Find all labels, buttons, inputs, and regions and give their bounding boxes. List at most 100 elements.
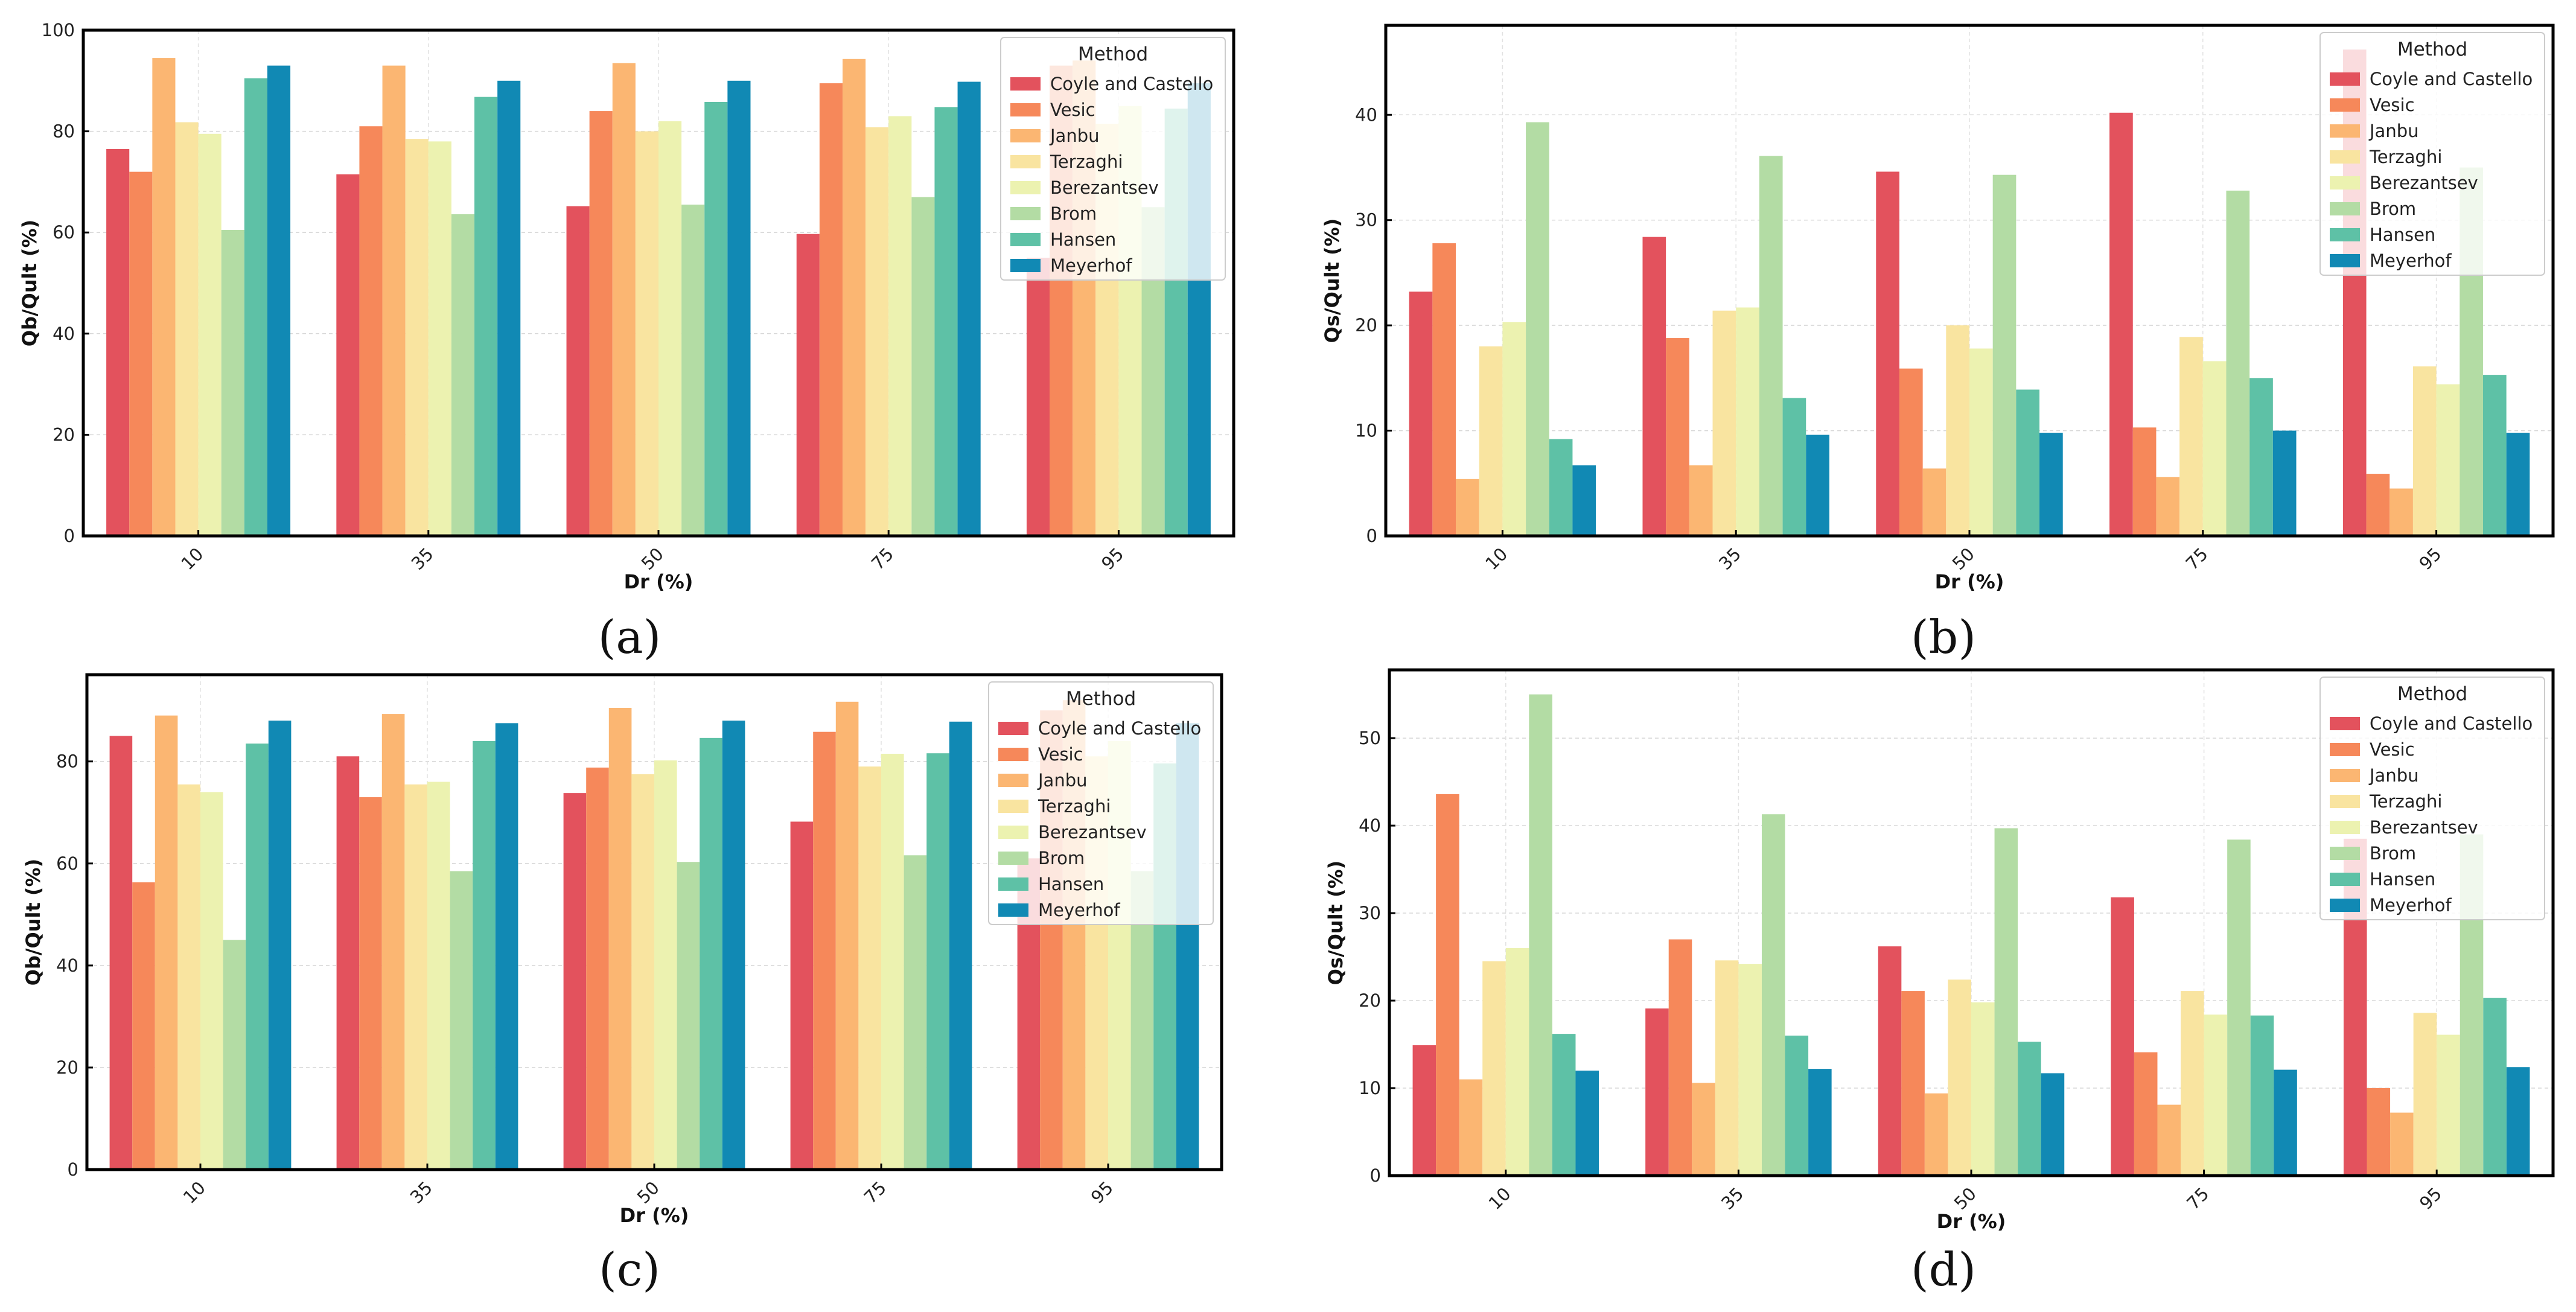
panel-c-legend-label-janbu: Janbu [1037, 770, 1088, 791]
panel-c-legend-swatch-vesic [998, 748, 1028, 761]
panel-c-bar-berezantsev-35 [427, 782, 450, 1170]
panel-b-legend-label-janbu: Janbu [2368, 121, 2419, 141]
panel-b-bar-brom-75 [2226, 190, 2250, 536]
panel-c-legend-label-hansen: Hansen [1038, 874, 1104, 894]
panel-a-legend-swatch-vesic [1010, 103, 1041, 116]
panel-a-bar-vesic-35 [359, 126, 383, 537]
panel-a-bar-brom-75 [911, 197, 935, 536]
panel-a-bar-brom-35 [451, 214, 475, 537]
panel-d-bar-berezantsev-50 [1971, 1002, 1995, 1176]
panel-b-legend-label-coyle-and-castello: Coyle and Castello [2370, 69, 2533, 89]
panel-d-bar-vesic-95 [2367, 1088, 2391, 1176]
panel-c-bar-meyerhof-50 [722, 721, 745, 1170]
panel-b-bar-hansen-35 [1782, 398, 1806, 536]
panel-d-bar-berezantsev-95 [2437, 1034, 2460, 1176]
panel-b-bar-meyerhof-95 [2506, 433, 2530, 536]
panel-b-bar-vesic-95 [2366, 474, 2390, 536]
panel-d-bar-coyle-and-castello-75 [2111, 897, 2134, 1176]
panel-d-bar-terzaghi-35 [1715, 960, 1739, 1176]
panel-b-legend-swatch-brom [2330, 202, 2360, 215]
panel-a-bar-hansen-35 [474, 97, 498, 537]
panel-c-legend-swatch-janbu [998, 774, 1028, 787]
panel-a-bar-terzaghi-35 [405, 139, 429, 537]
panel-d-legend-label-coyle-and-castello: Coyle and Castello [2370, 713, 2533, 734]
panel-b-bar-terzaghi-75 [2179, 337, 2203, 536]
panel-c-legend: Method Coyle and Castello Vesic Janbu Terzag… [988, 681, 1214, 925]
panel-d-ytick-label-3: 30 [1359, 903, 1381, 923]
panel-a-bar-coyle-and-castello-35 [336, 174, 360, 537]
panel-a-label: (a) [598, 610, 662, 664]
panel-b-bar-vesic-10 [1432, 243, 1456, 536]
panel-a-bar-brom-50 [681, 205, 705, 536]
panel-a-legend-label-janbu: Janbu [1049, 126, 1100, 146]
panel-b-bar-janbu-10 [1456, 479, 1479, 536]
panel-d-label: (d) [1911, 1243, 1976, 1296]
panel-d-bar-vesic-50 [1901, 991, 1925, 1176]
panel-b-bar-terzaghi-35 [1712, 310, 1736, 536]
panel-b-ytick-label-4: 40 [1355, 104, 1377, 125]
panel-c-bar-meyerhof-10 [268, 721, 292, 1170]
panel-b-bar-brom-35 [1759, 156, 1783, 537]
panel-d-bar-berezantsev-75 [2204, 1014, 2228, 1176]
panel-c-ytick-label-3: 60 [56, 853, 78, 874]
panel-b-legend-box [2319, 32, 2545, 276]
panel-c-bar-hansen-10 [246, 744, 269, 1170]
panel-a-bar-berezantsev-75 [888, 116, 912, 536]
panel-d-legend-title: Method [2397, 683, 2467, 705]
panel-d-legend-swatch-coyle-and-castello [2330, 717, 2360, 730]
panel-d-legend-box [2319, 677, 2545, 920]
panel-a-bar-brom-10 [221, 230, 244, 536]
panel-c-bar-janbu-10 [155, 715, 178, 1170]
panel-c-bar-vesic-35 [359, 797, 382, 1170]
panel-b-bar-berezantsev-35 [1736, 307, 1759, 536]
panel-c-legend-label-terzaghi: Terzaghi [1038, 796, 1111, 817]
panel-d-ytick-label-4: 40 [1359, 815, 1381, 836]
panel-b-legend-label-berezantsev: Berezantsev [2370, 173, 2478, 193]
panel-c-bar-janbu-35 [381, 714, 405, 1170]
panel-a-bar-hansen-10 [244, 78, 267, 537]
panel-a-legend: Method Coyle and Castello Vesic Janbu Terzag… [1000, 37, 1226, 281]
panel-b-bar-coyle-and-castello-50 [1876, 171, 1899, 536]
panel-b-legend-title: Method [2397, 39, 2467, 60]
panel-c-bar-vesic-10 [132, 882, 155, 1170]
panel-c-bar-janbu-50 [608, 707, 632, 1170]
panel-b-bar-hansen-75 [2249, 378, 2273, 536]
panel-d-legend-label-terzaghi: Terzaghi [2369, 791, 2442, 812]
panel-b-bar-coyle-and-castello-75 [2109, 112, 2133, 536]
panel-c-ytick-label-1: 20 [56, 1057, 78, 1078]
panel-a-bar-coyle-and-castello-10 [106, 148, 130, 536]
panel-d-legend-label-meyerhof: Meyerhof [2370, 895, 2452, 916]
panel-c-bar-coyle-and-castello-10 [109, 736, 133, 1170]
panel-c-bar-terzaghi-75 [858, 766, 881, 1170]
panel-d-bar-coyle-and-castello-35 [1645, 1008, 1669, 1176]
panel-b-legend-label-brom: Brom [2370, 199, 2416, 219]
panel-a-legend-label-coyle-and-castello: Coyle and Castello [1050, 74, 1213, 94]
panel-c-legend-swatch-brom [998, 852, 1028, 865]
panel-b-bar-berezantsev-95 [2436, 384, 2460, 536]
panel-a-legend-label-vesic: Vesic [1050, 100, 1095, 120]
panel-c-bar-brom-10 [223, 940, 246, 1170]
panel-d-bar-janbu-75 [2157, 1104, 2181, 1176]
panel-c-legend-box [988, 681, 1214, 925]
panel-d-bar-brom-10 [1529, 694, 1552, 1176]
panel-b-legend-swatch-meyerhof [2330, 254, 2360, 267]
panel-a-bar-coyle-and-castello-50 [566, 206, 590, 536]
panel-c-bar-coyle-and-castello-50 [563, 793, 587, 1170]
panel-c-legend-label-meyerhof: Meyerhof [1038, 900, 1120, 920]
panel-d-ytick-label-0: 0 [1370, 1165, 1381, 1186]
panel-a-bar-hansen-50 [704, 101, 728, 537]
panel-d-bar-meyerhof-50 [2041, 1073, 2065, 1176]
panel-b-bar-coyle-and-castello-10 [1409, 291, 1433, 536]
panel-a-bar-hansen-75 [934, 107, 958, 537]
panel-a-legend-label-meyerhof: Meyerhof [1050, 255, 1132, 276]
panel-a-bar-janbu-35 [382, 65, 406, 536]
panel-d-bar-berezantsev-10 [1505, 948, 1529, 1176]
panel-b-bar-brom-50 [1992, 174, 2016, 537]
panel-c-bar-brom-75 [904, 855, 927, 1170]
panel-b-legend-label-terzaghi: Terzaghi [2369, 147, 2442, 167]
panel-a-bar-terzaghi-75 [866, 127, 889, 536]
panel-d-bar-brom-50 [1994, 828, 2018, 1176]
panel-a-bar-berezantsev-35 [428, 141, 451, 537]
